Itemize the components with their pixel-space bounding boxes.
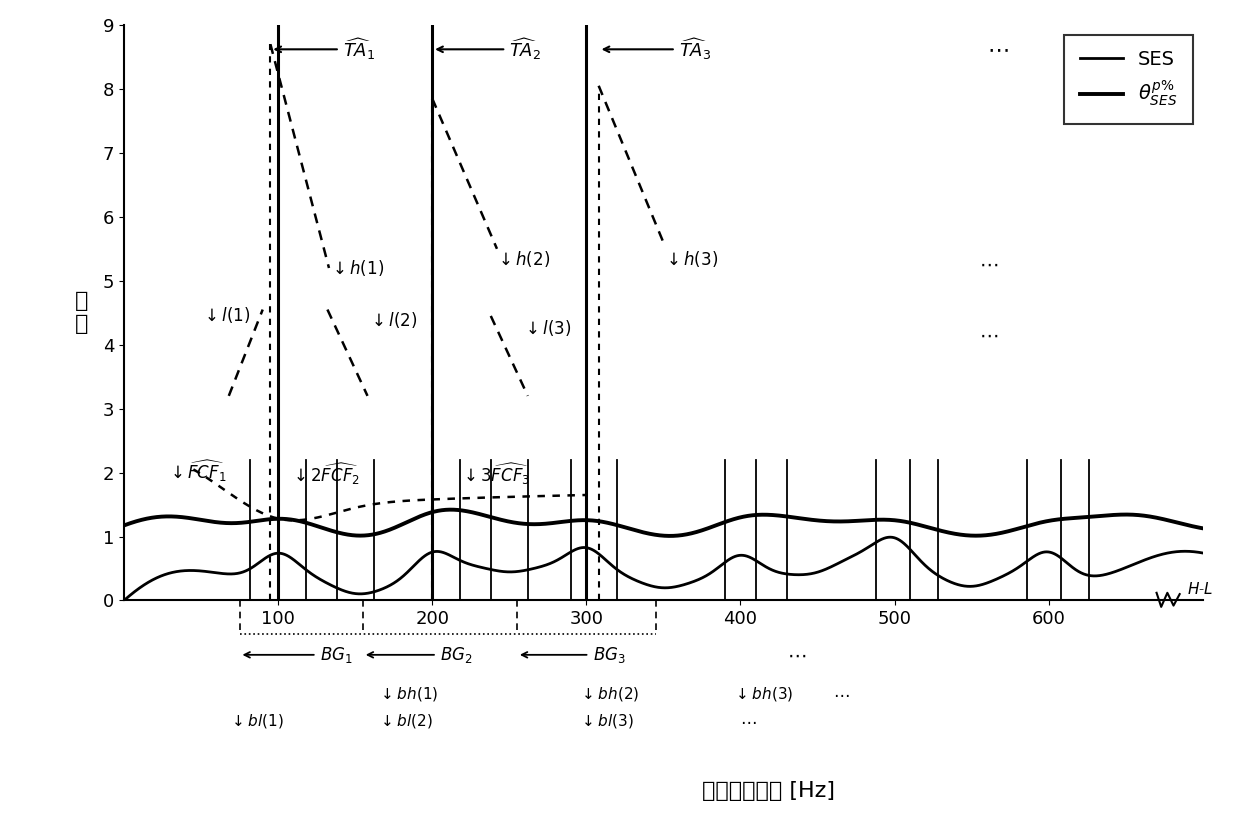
Text: $\downarrow 2\widehat{FCF}_2$: $\downarrow 2\widehat{FCF}_2$ — [290, 461, 361, 487]
Text: $\downarrow h(3)$: $\downarrow h(3)$ — [663, 249, 718, 269]
Text: $\cdots$: $\cdots$ — [740, 712, 758, 731]
Legend: SES, $\theta_{SES}^{p\%}$: SES, $\theta_{SES}^{p\%}$ — [1064, 35, 1193, 123]
Text: $\downarrow l(3)$: $\downarrow l(3)$ — [522, 318, 570, 338]
Text: $\downarrow bh(1)$: $\downarrow bh(1)$ — [378, 685, 439, 703]
Text: $\widehat{TA}_2$: $\widehat{TA}_2$ — [510, 37, 542, 63]
Text: $BG_1$: $BG_1$ — [320, 645, 352, 665]
Text: $\cdots$: $\cdots$ — [833, 685, 849, 703]
Text: 离散循环频率 [Hz]: 离散循环频率 [Hz] — [702, 781, 836, 801]
Text: $\downarrow h(2)$: $\downarrow h(2)$ — [496, 249, 551, 269]
Text: $\cdots$: $\cdots$ — [987, 39, 1008, 59]
Text: $\downarrow bl(1)$: $\downarrow bl(1)$ — [229, 712, 284, 731]
Text: $\cdots$: $\cdots$ — [980, 255, 998, 274]
Text: $BG_3$: $BG_3$ — [593, 645, 625, 665]
Y-axis label: 幅
值: 幅 值 — [76, 291, 88, 334]
Text: $\downarrow bh(3)$: $\downarrow bh(3)$ — [733, 685, 794, 703]
Text: $\downarrow h(1)$: $\downarrow h(1)$ — [329, 259, 384, 279]
Text: $\cdots$: $\cdots$ — [980, 325, 998, 344]
Text: $H$-$L$: $H$-$L$ — [1188, 581, 1214, 597]
Text: $\downarrow bl(2)$: $\downarrow bl(2)$ — [378, 712, 433, 731]
Text: $\downarrow bl(3)$: $\downarrow bl(3)$ — [579, 712, 634, 731]
Text: $\widehat{TA}_3$: $\widehat{TA}_3$ — [678, 37, 712, 63]
Text: $\downarrow \widehat{FCF}_1$: $\downarrow \widehat{FCF}_1$ — [167, 459, 227, 485]
Text: $\cdots$: $\cdots$ — [786, 646, 806, 665]
Text: $\downarrow l(2)$: $\downarrow l(2)$ — [367, 309, 417, 329]
Text: $\downarrow 3\widehat{FCF}_3$: $\downarrow 3\widehat{FCF}_3$ — [460, 461, 531, 487]
Text: $\widehat{TA}_1$: $\widehat{TA}_1$ — [342, 37, 376, 63]
Text: $\downarrow bh(2)$: $\downarrow bh(2)$ — [579, 685, 639, 703]
Text: $\downarrow l(1)$: $\downarrow l(1)$ — [201, 305, 250, 325]
Text: $BG_2$: $BG_2$ — [440, 645, 472, 665]
